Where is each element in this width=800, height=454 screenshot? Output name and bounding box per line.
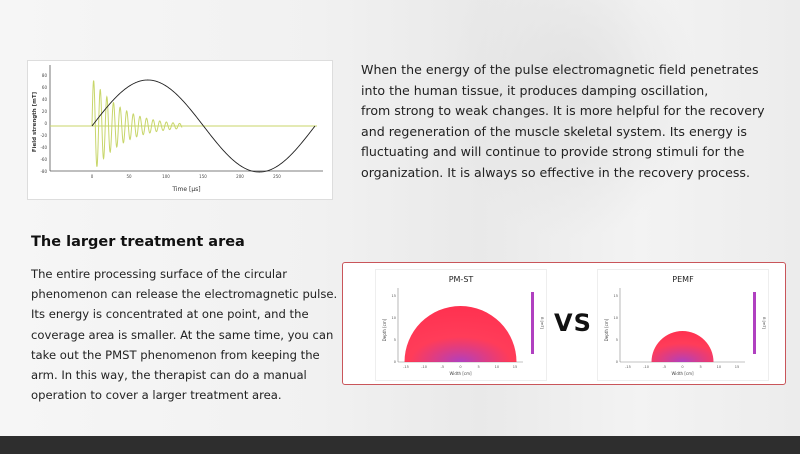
x-tick-label: 50 (126, 174, 132, 179)
y-tick-label: 15 (614, 294, 618, 298)
y-tick-label: 0 (44, 121, 47, 126)
intro-line: and regeneration of the muscle skeletal … (361, 123, 747, 139)
background-photo (440, 0, 700, 240)
y-axis-label: Field strength [mT] (32, 91, 38, 152)
x-tick-label: -15 (403, 365, 409, 369)
treatment-line: coverage area is smaller. At the same ti… (31, 327, 334, 342)
treatment-line: Its energy is concentrated at one point,… (31, 307, 309, 322)
y-tick-label: 60 (42, 85, 48, 90)
x-tick-label: -5 (441, 365, 445, 369)
y-tick-label: 10 (392, 316, 396, 320)
pemf-field-svg: PEMF -15 -10 -5 0 5 10 15 0 5 10 15 Width [cm] Depth … (604, 275, 766, 376)
colorbar-label: B [mT] (540, 317, 544, 329)
x-tick-label: 10 (495, 365, 499, 369)
x-tick-label: 15 (735, 365, 739, 369)
x-tick-label: 15 (513, 365, 517, 369)
y-tick-label: 10 (614, 316, 618, 320)
footer-bar (0, 436, 800, 454)
intro-line: When the energy of the pulse electromagn… (361, 62, 759, 77)
intro-paragraph: When the energy of the pulse electromagn… (361, 60, 781, 183)
colorbar (531, 292, 534, 354)
x-axis-label: Time [µs] (171, 186, 200, 193)
x-tick-label: 150 (199, 174, 207, 179)
y-axis-label: Depth [cm] (604, 318, 609, 341)
x-tick-label: 250 (273, 174, 281, 179)
x-tick-label: -10 (643, 365, 649, 369)
y-tick-label: 40 (42, 97, 48, 102)
treatment-line: The entire processing surface of the cir… (31, 267, 288, 281)
pemf-field-panel: PEMF -15 -10 -5 0 5 10 15 0 5 10 15 Width [cm] Depth … (597, 269, 769, 381)
pulse-waveform-chart: 80 60 40 20 0 -20 -40 -60 -80 0 50 100 150 200 250 Time… (27, 60, 333, 200)
treatment-line: take out the PMST phenomenon from keepin… (31, 347, 320, 362)
panel-title: PM-ST (449, 275, 474, 284)
x-tick-label: 5 (700, 365, 702, 369)
x-tick-label: -10 (421, 365, 427, 369)
y-tick-label: 15 (392, 294, 396, 298)
treatment-line: arm. In this way, the therapist can do a… (31, 368, 307, 383)
field-region (404, 306, 517, 362)
x-tick-label: 0 (459, 365, 461, 369)
x-tick-label: 5 (478, 365, 480, 369)
y-tick-label: 5 (394, 338, 396, 342)
treatment-line: operation to cover a larger treatment ar… (31, 388, 282, 403)
treatment-paragraph: The entire processing surface of the cir… (31, 264, 341, 405)
y-tick-label: 20 (42, 109, 48, 114)
x-tick-label: 100 (162, 174, 170, 179)
damped-oscillation-line (91, 80, 183, 167)
x-tick-label: 0 (91, 174, 94, 179)
pmst-field-svg: PM-ST -15 -10 -5 0 5 10 15 0 5 10 15 Width [cm] Depth… (382, 275, 544, 376)
intro-line: organization. It is always so effective … (361, 164, 750, 180)
section-heading: The larger treatment area (31, 234, 245, 250)
field-region (651, 331, 714, 362)
colorbar (753, 292, 756, 354)
x-tick-label: -5 (663, 365, 667, 369)
y-tick-label: 80 (42, 73, 48, 78)
y-tick-label: 0 (616, 360, 618, 364)
y-tick-label: -60 (40, 157, 47, 162)
x-tick-label: 10 (717, 365, 721, 369)
y-tick-label: -40 (40, 145, 47, 150)
x-axis-label: Width [cm] (671, 371, 694, 376)
intro-line: fluctuating and will continue to provide… (361, 144, 745, 159)
y-axis-label: Depth [cm] (382, 318, 387, 341)
y-tick-label: -20 (40, 133, 47, 138)
field-comparison-box: PM-ST -15 -10 -5 0 5 10 15 0 5 10 15 Width [cm] Depth… (342, 262, 786, 385)
intro-line: into the human tissue, it produces dampi… (361, 82, 709, 98)
vs-label: VS (554, 309, 592, 337)
panel-title: PEMF (672, 275, 694, 284)
y-tick-label: 5 (616, 338, 618, 342)
treatment-line: phenomenon can release the electromagnet… (31, 287, 338, 302)
x-tick-label: 0 (681, 365, 683, 369)
x-tick-label: 200 (236, 174, 244, 179)
y-tick-label: 0 (394, 360, 396, 364)
pmst-field-panel: PM-ST -15 -10 -5 0 5 10 15 0 5 10 15 Width [cm] Depth… (375, 269, 547, 381)
x-axis-label: Width [cm] (449, 371, 472, 376)
intro-line: from strong to weak changes. It is more … (361, 103, 765, 118)
sine-wave-line (91, 79, 316, 173)
colorbar-label: B [mT] (762, 317, 766, 329)
y-tick-label: -80 (40, 169, 47, 174)
x-tick-label: -15 (625, 365, 631, 369)
